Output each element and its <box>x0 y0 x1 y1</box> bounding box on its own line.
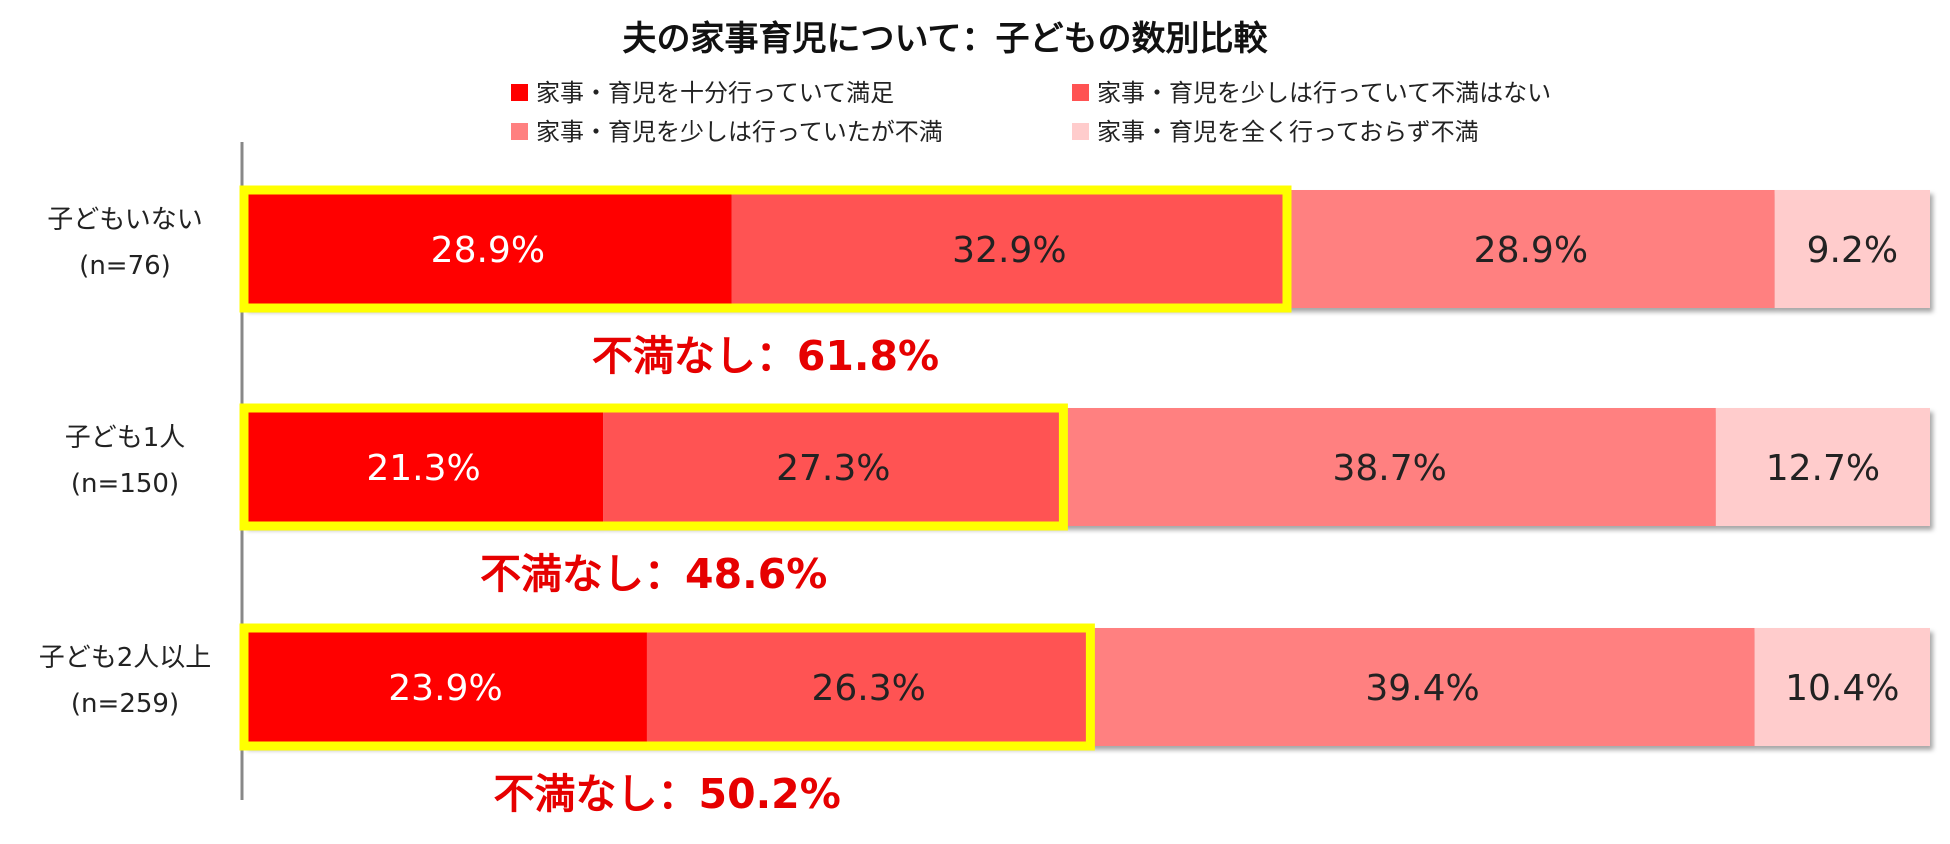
bar-segment <box>731 190 1287 308</box>
category-label: 子ども1人 <box>65 423 186 453</box>
bar-segment <box>244 408 604 526</box>
category-sample-size: (n=76) <box>79 251 171 281</box>
bar-row: 21.3% 27.3% 38.7% 12.7% 不満なし：48.6% 子ども1人 (n=15… <box>65 403 1930 598</box>
legend-swatch <box>511 84 528 101</box>
category-label: 子どもいない <box>47 205 202 235</box>
legend-label: 家事・育児を少しは行っていて不満はない <box>1097 79 1551 107</box>
highlight-box <box>239 403 1068 531</box>
highlight-box <box>239 623 1095 751</box>
data-label: 28.9% <box>1474 230 1588 271</box>
bar-segment <box>1286 190 1775 308</box>
bar-segment <box>1090 628 1755 746</box>
bar-segment <box>646 628 1091 746</box>
legend-label: 家事・育児を少しは行っていたが不満 <box>536 118 943 146</box>
category-label: 子ども2人以上 <box>39 643 212 673</box>
data-label: 10.4% <box>1785 668 1899 709</box>
category-sample-size: (n=150) <box>71 469 179 499</box>
summary-annotation: 不満なし：61.8% <box>592 332 939 380</box>
data-label: 39.4% <box>1365 668 1479 709</box>
bar-segment <box>244 628 647 746</box>
data-label: 38.7% <box>1332 448 1446 489</box>
data-label: 9.2% <box>1807 230 1898 271</box>
bar-segment <box>1063 408 1716 526</box>
summary-annotation: 不満なし：50.2% <box>494 770 841 818</box>
legend-swatch <box>1072 123 1089 140</box>
highlight-box <box>239 185 1292 313</box>
legend-label: 家事・育児を十分行っていて満足 <box>536 79 894 107</box>
bar-segment <box>1754 628 1930 746</box>
legend: 家事・育児を十分行っていて満足 家事・育児を少しは行っていて不満はない家事・育児を… <box>511 79 1551 146</box>
bar-segment <box>1774 190 1930 308</box>
bar-segment <box>603 408 1064 526</box>
data-label: 23.9% <box>388 668 502 709</box>
legend-swatch <box>511 123 528 140</box>
data-label: 28.9% <box>431 230 545 271</box>
bar-row: 28.9% 32.9% 28.9% 9.2% 不満なし：61.8% 子どもいない (n=76… <box>47 185 1930 380</box>
summary-annotation: 不満なし：48.6% <box>480 550 827 598</box>
bar-row: 23.9% 26.3% 39.4% 10.4% 不満なし：50.2% 子ども2人以上 (n=… <box>39 623 1930 818</box>
data-label: 21.3% <box>366 448 480 489</box>
bar-segment <box>1715 408 1930 526</box>
bar-group <box>244 190 1930 308</box>
legend-label: 家事・育児を全く行っておらず不満 <box>1097 118 1479 146</box>
bar-group <box>244 408 1930 526</box>
data-label: 26.3% <box>811 668 925 709</box>
data-label: 12.7% <box>1766 448 1880 489</box>
data-label: 27.3% <box>776 448 890 489</box>
bar-group <box>244 628 1930 746</box>
bar-rows: 28.9% 32.9% 28.9% 9.2% 不満なし：61.8% 子どもいない (n=76… <box>39 185 1930 818</box>
category-sample-size: (n=259) <box>71 689 179 719</box>
bar-segment <box>244 190 732 308</box>
chart-title: 夫の家事育児について：子どもの数別比較 <box>623 19 1269 59</box>
data-label: 32.9% <box>952 230 1066 271</box>
legend-swatch <box>1072 84 1089 101</box>
